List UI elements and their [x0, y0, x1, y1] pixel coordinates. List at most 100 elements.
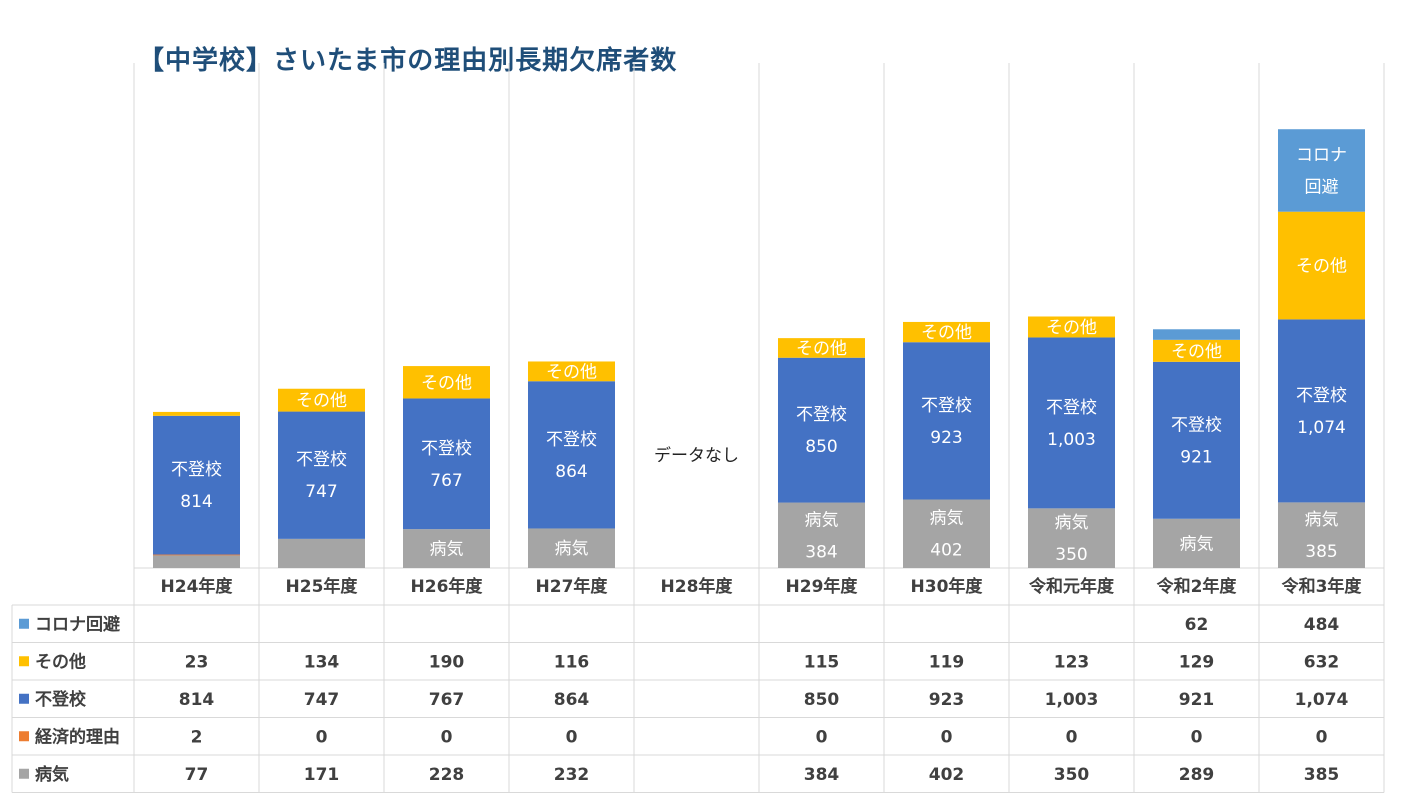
bar-segment [528, 528, 615, 568]
category-label: H26年度 [411, 576, 484, 597]
table-cell: 402 [929, 765, 965, 785]
category-label: H29年度 [786, 576, 859, 597]
data-label: コロナ [1296, 145, 1347, 165]
category-label: H24年度 [161, 576, 234, 597]
table-cell: 0 [441, 727, 453, 747]
bar-segment [153, 415, 240, 555]
table-cell: 921 [1179, 690, 1215, 710]
data-label: その他 [1171, 342, 1222, 362]
data-label: その他 [1046, 318, 1097, 338]
bar-segment [1153, 339, 1240, 362]
data-label: その他 [546, 362, 597, 382]
data-label: その他 [421, 373, 472, 393]
data-label: 不登校 [296, 450, 347, 470]
data-label: 回避 [1305, 177, 1339, 197]
data-label: 病気 [930, 509, 964, 529]
data-label: 767 [430, 471, 462, 491]
data-label: 病気 [430, 540, 464, 560]
legend-label: コロナ回避 [35, 614, 120, 635]
table-cell: 850 [804, 690, 840, 710]
legend-swatch [19, 693, 29, 704]
bar-segment [778, 502, 865, 568]
bar-segment [278, 411, 365, 539]
data-label: 病気 [1305, 510, 1339, 530]
table-cell: 62 [1185, 615, 1209, 635]
table-cell: 190 [429, 652, 465, 672]
table-cell: 384 [804, 765, 840, 785]
data-label: 923 [930, 428, 962, 448]
table-cell: 289 [1179, 765, 1215, 785]
data-label: 1,003 [1047, 430, 1096, 450]
table-cell: 77 [185, 765, 209, 785]
table-cell: 129 [1179, 652, 1215, 672]
data-label: 402 [930, 541, 962, 561]
table-cell: 119 [929, 652, 965, 672]
bar-segment [903, 499, 990, 568]
table-cell: 134 [304, 652, 340, 672]
legend-label: 病気 [35, 764, 69, 785]
data-label: 病気 [1055, 513, 1089, 533]
data-label: 不登校 [546, 430, 597, 450]
bar-segment [278, 538, 365, 568]
legend-swatch [19, 618, 29, 629]
data-label: その他 [796, 339, 847, 359]
data-label: 864 [555, 462, 587, 482]
category-label: 令和2年度 [1157, 576, 1238, 597]
bar-segment [403, 366, 490, 399]
bar-segment [1028, 337, 1115, 509]
bar-segment [903, 342, 990, 500]
data-label: その他 [1296, 257, 1347, 277]
data-label: 不登校 [171, 460, 222, 480]
data-label: 不登校 [421, 439, 472, 459]
bar-segment [1028, 508, 1115, 568]
table-cell: 232 [554, 765, 590, 785]
table-cell: 484 [1304, 615, 1340, 635]
table-cell: 0 [816, 727, 828, 747]
bar-segment [1278, 211, 1365, 320]
table-cell: 0 [1066, 727, 1078, 747]
category-label: 令和元年度 [1029, 576, 1115, 597]
table-cell: 2 [191, 727, 203, 747]
table-cell: 123 [1054, 652, 1090, 672]
table-cell: 228 [429, 765, 465, 785]
data-label: その他 [921, 323, 972, 343]
data-label: 1,074 [1297, 418, 1346, 438]
category-label: H28年度 [661, 576, 734, 597]
data-label: 747 [305, 482, 337, 502]
data-label: 不登校 [1171, 415, 1222, 435]
bar-segment [1153, 361, 1240, 519]
data-label: 384 [805, 542, 837, 562]
bar-segment [153, 554, 240, 568]
category-label: H30年度 [911, 576, 984, 597]
table-cell: 171 [304, 765, 340, 785]
annotation-no-data: データなし [654, 445, 739, 466]
table-cell: 923 [929, 690, 965, 710]
data-label: 病気 [805, 510, 839, 530]
table-cell: 0 [1316, 727, 1328, 747]
data-label: 921 [1180, 447, 1212, 467]
bar-segment [903, 321, 990, 343]
data-label: 不登校 [921, 396, 972, 416]
table-cell: 767 [429, 690, 465, 710]
data-label: 385 [1305, 542, 1337, 562]
bar-segment [153, 554, 240, 556]
table-cell: 115 [804, 652, 840, 672]
category-label: H25年度 [286, 576, 359, 597]
bar-segment [403, 398, 490, 530]
bar-segment [778, 338, 865, 358]
bar-segment [1278, 502, 1365, 568]
bar-segment [1153, 518, 1240, 568]
legend-swatch [19, 731, 29, 742]
table-cell: 0 [941, 727, 953, 747]
legend-label: その他 [35, 651, 86, 672]
bar-segment [1278, 319, 1365, 503]
bar-segment [1028, 316, 1115, 338]
table-cell: 23 [185, 652, 209, 672]
data-label: その他 [296, 391, 347, 411]
table-cell: 0 [316, 727, 328, 747]
bar-segment [1278, 129, 1365, 212]
legend-swatch [19, 768, 29, 779]
data-label: 病気 [1180, 534, 1214, 554]
legend-swatch [19, 656, 29, 667]
bar-segment [278, 388, 365, 412]
